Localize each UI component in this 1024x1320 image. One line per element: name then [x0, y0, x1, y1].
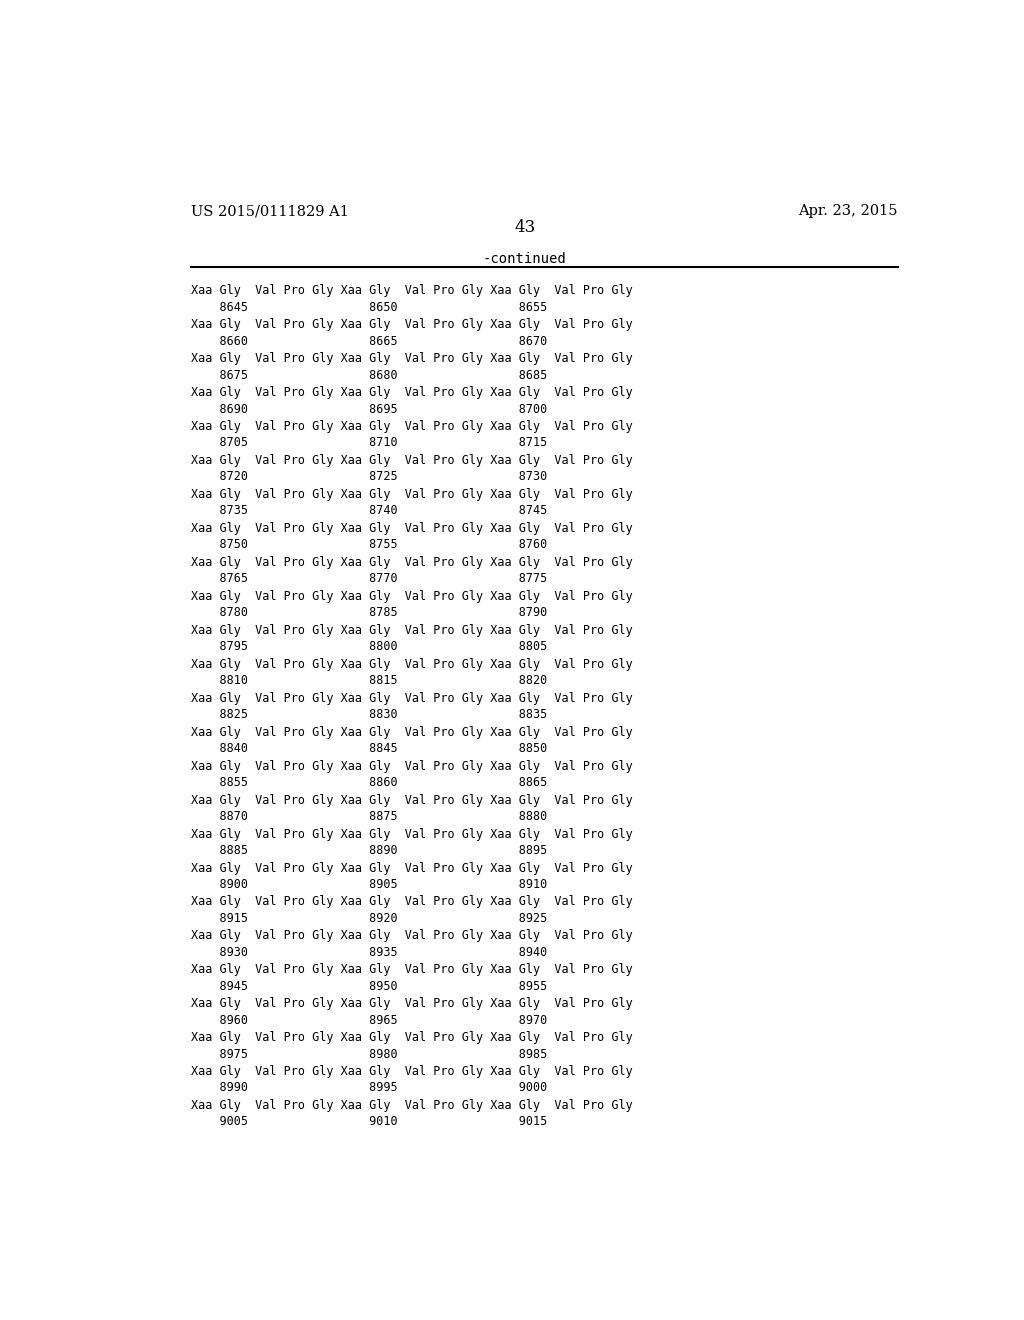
Text: Xaa Gly  Val Pro Gly Xaa Gly  Val Pro Gly Xaa Gly  Val Pro Gly: Xaa Gly Val Pro Gly Xaa Gly Val Pro Gly …: [191, 793, 633, 807]
Text: 8675                 8680                 8685: 8675 8680 8685: [191, 368, 548, 381]
Text: US 2015/0111829 A1: US 2015/0111829 A1: [191, 205, 349, 218]
Text: Xaa Gly  Val Pro Gly Xaa Gly  Val Pro Gly Xaa Gly  Val Pro Gly: Xaa Gly Val Pro Gly Xaa Gly Val Pro Gly …: [191, 1031, 633, 1044]
Text: 9005                 9010                 9015: 9005 9010 9015: [191, 1115, 548, 1129]
Text: 8915                 8920                 8925: 8915 8920 8925: [191, 912, 548, 925]
Text: Xaa Gly  Val Pro Gly Xaa Gly  Val Pro Gly Xaa Gly  Val Pro Gly: Xaa Gly Val Pro Gly Xaa Gly Val Pro Gly …: [191, 352, 633, 366]
Text: Xaa Gly  Val Pro Gly Xaa Gly  Val Pro Gly Xaa Gly  Val Pro Gly: Xaa Gly Val Pro Gly Xaa Gly Val Pro Gly …: [191, 862, 633, 875]
Text: Apr. 23, 2015: Apr. 23, 2015: [799, 205, 898, 218]
Text: Xaa Gly  Val Pro Gly Xaa Gly  Val Pro Gly Xaa Gly  Val Pro Gly: Xaa Gly Val Pro Gly Xaa Gly Val Pro Gly …: [191, 895, 633, 908]
Text: 8825                 8830                 8835: 8825 8830 8835: [191, 708, 548, 721]
Text: Xaa Gly  Val Pro Gly Xaa Gly  Val Pro Gly Xaa Gly  Val Pro Gly: Xaa Gly Val Pro Gly Xaa Gly Val Pro Gly …: [191, 964, 633, 977]
Text: 8960                 8965                 8970: 8960 8965 8970: [191, 1014, 548, 1027]
Text: -continued: -continued: [483, 252, 566, 265]
Text: Xaa Gly  Val Pro Gly Xaa Gly  Val Pro Gly Xaa Gly  Val Pro Gly: Xaa Gly Val Pro Gly Xaa Gly Val Pro Gly …: [191, 828, 633, 841]
Text: Xaa Gly  Val Pro Gly Xaa Gly  Val Pro Gly Xaa Gly  Val Pro Gly: Xaa Gly Val Pro Gly Xaa Gly Val Pro Gly …: [191, 284, 633, 297]
Text: 8900                 8905                 8910: 8900 8905 8910: [191, 878, 548, 891]
Text: Xaa Gly  Val Pro Gly Xaa Gly  Val Pro Gly Xaa Gly  Val Pro Gly: Xaa Gly Val Pro Gly Xaa Gly Val Pro Gly …: [191, 726, 633, 739]
Text: 8870                 8875                 8880: 8870 8875 8880: [191, 810, 548, 822]
Text: 8705                 8710                 8715: 8705 8710 8715: [191, 437, 548, 450]
Text: Xaa Gly  Val Pro Gly Xaa Gly  Val Pro Gly Xaa Gly  Val Pro Gly: Xaa Gly Val Pro Gly Xaa Gly Val Pro Gly …: [191, 454, 633, 467]
Text: 8765                 8770                 8775: 8765 8770 8775: [191, 573, 548, 585]
Text: Xaa Gly  Val Pro Gly Xaa Gly  Val Pro Gly Xaa Gly  Val Pro Gly: Xaa Gly Val Pro Gly Xaa Gly Val Pro Gly …: [191, 590, 633, 603]
Text: Xaa Gly  Val Pro Gly Xaa Gly  Val Pro Gly Xaa Gly  Val Pro Gly: Xaa Gly Val Pro Gly Xaa Gly Val Pro Gly …: [191, 387, 633, 399]
Text: Xaa Gly  Val Pro Gly Xaa Gly  Val Pro Gly Xaa Gly  Val Pro Gly: Xaa Gly Val Pro Gly Xaa Gly Val Pro Gly …: [191, 760, 633, 772]
Text: Xaa Gly  Val Pro Gly Xaa Gly  Val Pro Gly Xaa Gly  Val Pro Gly: Xaa Gly Val Pro Gly Xaa Gly Val Pro Gly …: [191, 657, 633, 671]
Text: 8645                 8650                 8655: 8645 8650 8655: [191, 301, 548, 314]
Text: 8990                 8995                 9000: 8990 8995 9000: [191, 1081, 548, 1094]
Text: Xaa Gly  Val Pro Gly Xaa Gly  Val Pro Gly Xaa Gly  Val Pro Gly: Xaa Gly Val Pro Gly Xaa Gly Val Pro Gly …: [191, 929, 633, 942]
Text: 8660                 8665                 8670: 8660 8665 8670: [191, 335, 548, 347]
Text: 8795                 8800                 8805: 8795 8800 8805: [191, 640, 548, 653]
Text: Xaa Gly  Val Pro Gly Xaa Gly  Val Pro Gly Xaa Gly  Val Pro Gly: Xaa Gly Val Pro Gly Xaa Gly Val Pro Gly …: [191, 420, 633, 433]
Text: 8810                 8815                 8820: 8810 8815 8820: [191, 675, 548, 688]
Text: 43: 43: [514, 219, 536, 236]
Text: 8885                 8890                 8895: 8885 8890 8895: [191, 843, 548, 857]
Text: 8840                 8845                 8850: 8840 8845 8850: [191, 742, 548, 755]
Text: Xaa Gly  Val Pro Gly Xaa Gly  Val Pro Gly Xaa Gly  Val Pro Gly: Xaa Gly Val Pro Gly Xaa Gly Val Pro Gly …: [191, 1065, 633, 1078]
Text: Xaa Gly  Val Pro Gly Xaa Gly  Val Pro Gly Xaa Gly  Val Pro Gly: Xaa Gly Val Pro Gly Xaa Gly Val Pro Gly …: [191, 523, 633, 535]
Text: Xaa Gly  Val Pro Gly Xaa Gly  Val Pro Gly Xaa Gly  Val Pro Gly: Xaa Gly Val Pro Gly Xaa Gly Val Pro Gly …: [191, 488, 633, 502]
Text: Xaa Gly  Val Pro Gly Xaa Gly  Val Pro Gly Xaa Gly  Val Pro Gly: Xaa Gly Val Pro Gly Xaa Gly Val Pro Gly …: [191, 318, 633, 331]
Text: Xaa Gly  Val Pro Gly Xaa Gly  Val Pro Gly Xaa Gly  Val Pro Gly: Xaa Gly Val Pro Gly Xaa Gly Val Pro Gly …: [191, 1100, 633, 1113]
Text: 8945                 8950                 8955: 8945 8950 8955: [191, 979, 548, 993]
Text: 8780                 8785                 8790: 8780 8785 8790: [191, 606, 548, 619]
Text: 8930                 8935                 8940: 8930 8935 8940: [191, 945, 548, 958]
Text: 8975                 8980                 8985: 8975 8980 8985: [191, 1048, 548, 1060]
Text: Xaa Gly  Val Pro Gly Xaa Gly  Val Pro Gly Xaa Gly  Val Pro Gly: Xaa Gly Val Pro Gly Xaa Gly Val Pro Gly …: [191, 556, 633, 569]
Text: 8750                 8755                 8760: 8750 8755 8760: [191, 539, 548, 552]
Text: Xaa Gly  Val Pro Gly Xaa Gly  Val Pro Gly Xaa Gly  Val Pro Gly: Xaa Gly Val Pro Gly Xaa Gly Val Pro Gly …: [191, 998, 633, 1010]
Text: 8690                 8695                 8700: 8690 8695 8700: [191, 403, 548, 416]
Text: 8735                 8740                 8745: 8735 8740 8745: [191, 504, 548, 517]
Text: 8855                 8860                 8865: 8855 8860 8865: [191, 776, 548, 789]
Text: Xaa Gly  Val Pro Gly Xaa Gly  Val Pro Gly Xaa Gly  Val Pro Gly: Xaa Gly Val Pro Gly Xaa Gly Val Pro Gly …: [191, 692, 633, 705]
Text: Xaa Gly  Val Pro Gly Xaa Gly  Val Pro Gly Xaa Gly  Val Pro Gly: Xaa Gly Val Pro Gly Xaa Gly Val Pro Gly …: [191, 624, 633, 638]
Text: 8720                 8725                 8730: 8720 8725 8730: [191, 470, 548, 483]
